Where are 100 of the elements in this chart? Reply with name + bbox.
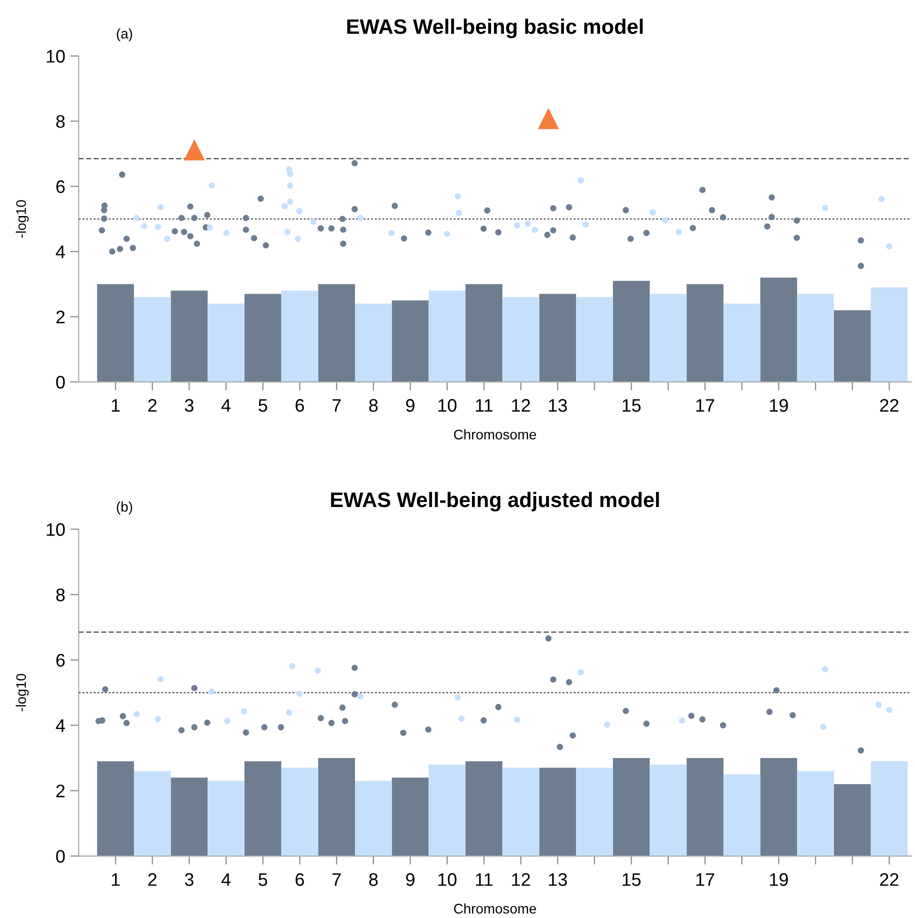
point <box>278 724 284 730</box>
point <box>388 230 395 236</box>
point <box>282 203 288 210</box>
point <box>296 208 302 214</box>
point <box>604 722 610 728</box>
point <box>154 716 162 722</box>
text: (a) <box>116 28 132 42</box>
y-axis-title: -log10 <box>16 674 29 712</box>
point <box>720 214 726 220</box>
point <box>340 226 346 233</box>
x-tick-label: 1 <box>112 873 120 886</box>
point <box>768 214 775 220</box>
point <box>102 686 108 692</box>
point <box>480 717 487 724</box>
point <box>258 196 264 202</box>
point <box>688 712 694 719</box>
point <box>679 717 686 724</box>
x-tick-label: 22 <box>880 399 898 412</box>
x-tick-label: 1 <box>112 399 120 412</box>
point <box>250 235 258 242</box>
x-tick-label: 2 <box>148 873 156 886</box>
point <box>643 230 650 236</box>
point <box>357 693 364 700</box>
point <box>699 186 706 194</box>
point <box>120 713 126 720</box>
point <box>643 720 650 727</box>
point <box>119 172 126 178</box>
x-tick-label: 17 <box>696 399 714 412</box>
point <box>178 214 185 222</box>
point <box>286 709 292 716</box>
point <box>550 676 556 683</box>
point <box>310 218 316 225</box>
point <box>352 691 358 698</box>
point <box>157 204 164 210</box>
point <box>532 226 538 233</box>
point <box>164 236 170 242</box>
point <box>676 228 682 236</box>
point <box>886 243 892 250</box>
point <box>444 230 450 238</box>
point <box>578 177 584 184</box>
y-axis-title: -log10 <box>16 200 29 238</box>
point <box>187 203 194 210</box>
chart-title: EWAS Well-being basic model <box>347 18 643 38</box>
point <box>204 212 210 218</box>
point <box>133 711 140 718</box>
point <box>342 718 348 724</box>
point <box>544 232 550 238</box>
y-tick-label: 4 <box>56 246 65 258</box>
x-tick-label: 3 <box>184 399 194 412</box>
y-tick-label: 4 <box>56 719 65 732</box>
y-tick-label: 8 <box>56 588 65 602</box>
point <box>101 207 108 214</box>
point <box>886 706 892 714</box>
x-tick-label: 15 <box>622 873 641 886</box>
point <box>154 224 162 230</box>
point <box>794 234 800 241</box>
point <box>545 635 552 642</box>
x-tick-label: 7 <box>332 873 341 886</box>
x-tick-label: 12 <box>512 399 530 412</box>
point <box>538 108 559 130</box>
point <box>328 225 335 232</box>
x-axis-title: Chromosome <box>454 903 536 914</box>
point <box>550 205 556 212</box>
point <box>98 227 106 234</box>
point <box>570 234 576 241</box>
x-tick-label: 9 <box>406 873 414 886</box>
point <box>858 237 864 244</box>
point <box>764 223 770 230</box>
y-tick-label: 10 <box>46 50 65 63</box>
point <box>690 224 696 232</box>
y-tick-label: 0 <box>56 850 65 863</box>
point <box>318 715 324 722</box>
x-tick-label: 8 <box>369 399 378 412</box>
point <box>454 694 461 701</box>
x-tick-label: 3 <box>184 873 194 886</box>
x-tick-label: 13 <box>548 399 567 412</box>
point <box>223 230 230 236</box>
point <box>768 194 775 201</box>
point <box>495 704 502 710</box>
point <box>123 720 130 726</box>
point <box>514 222 520 229</box>
point <box>662 217 668 224</box>
x-tick-label: 6 <box>296 399 304 412</box>
point <box>454 193 461 200</box>
point <box>242 226 250 233</box>
point <box>109 248 116 255</box>
y-tick-label: 0 <box>56 376 65 389</box>
point <box>178 727 185 734</box>
point <box>133 214 140 222</box>
point <box>328 720 335 726</box>
point <box>101 216 108 222</box>
x-tick-label: 5 <box>258 399 268 412</box>
point <box>296 690 302 697</box>
point <box>699 716 706 723</box>
point <box>130 244 136 252</box>
point <box>425 230 432 236</box>
point <box>340 240 346 247</box>
y-tick-label: 10 <box>46 523 65 536</box>
point <box>204 720 210 726</box>
x-tick-label: 19 <box>770 873 788 886</box>
